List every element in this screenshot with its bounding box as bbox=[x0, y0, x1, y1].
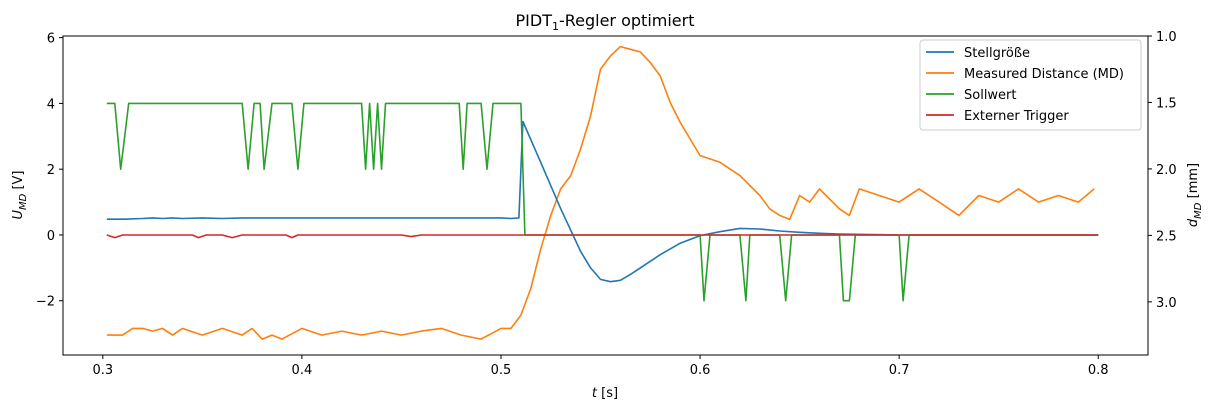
x-tick-label: 0.4 bbox=[292, 363, 313, 378]
legend-box bbox=[919, 39, 1142, 131]
y-axis-right-label: dMD [mm] bbox=[1186, 163, 1204, 227]
y-left-tick-label: 6 bbox=[47, 32, 55, 47]
y-right-tick-label: 1.0 bbox=[1156, 30, 1177, 45]
y-right-tick-label: 1.5 bbox=[1156, 96, 1177, 111]
x-axis-label: t [s] bbox=[592, 386, 618, 401]
y-left-tick-label: 2 bbox=[47, 163, 55, 178]
legend: Stellgröße Measured Distance (MD) Sollwert… bbox=[919, 39, 1142, 131]
x-tick-label: 0.8 bbox=[1088, 363, 1109, 378]
legend-label: Externer Trigger bbox=[964, 109, 1069, 124]
legend-label: Stellgröße bbox=[964, 46, 1030, 61]
y-axis-left-label: UMD [V] bbox=[11, 170, 29, 219]
x-axis: 0.3 0.4 0.5 0.6 0.7 0.8 bbox=[92, 355, 1109, 378]
x-tick-label: 0.5 bbox=[491, 363, 512, 378]
y-left-tick-label: 0 bbox=[47, 229, 55, 244]
y-right-tick-label: 2.5 bbox=[1156, 229, 1177, 244]
x-tick-label: 0.3 bbox=[92, 363, 113, 378]
series-layer bbox=[106, 45, 1099, 340]
legend-label: Sollwert bbox=[964, 88, 1017, 103]
plot-frame bbox=[62, 35, 1149, 356]
y-left-tick-label: 4 bbox=[47, 97, 55, 112]
y-left-tick-label: −2 bbox=[36, 295, 55, 310]
y-right-tick-label: 3.0 bbox=[1156, 296, 1177, 311]
chart-title: PIDT1-Regler optimiert bbox=[516, 11, 695, 33]
legend-label: Measured Distance (MD) bbox=[964, 67, 1124, 82]
x-tick-label: 0.6 bbox=[690, 363, 711, 378]
y-axis-left: −2 0 2 4 6 bbox=[36, 32, 63, 310]
y-right-tick-label: 2.0 bbox=[1156, 163, 1177, 178]
series-line-measured-distance-md- bbox=[106, 45, 1095, 340]
series-line-stellgröße bbox=[106, 120, 1099, 283]
series-line-externer-trigger bbox=[106, 234, 1099, 239]
y-axis-right: 1.0 1.5 2.0 2.5 3.0 bbox=[1148, 30, 1177, 311]
x-tick-label: 0.7 bbox=[889, 363, 910, 378]
series-line-sollwert bbox=[106, 102, 1099, 302]
